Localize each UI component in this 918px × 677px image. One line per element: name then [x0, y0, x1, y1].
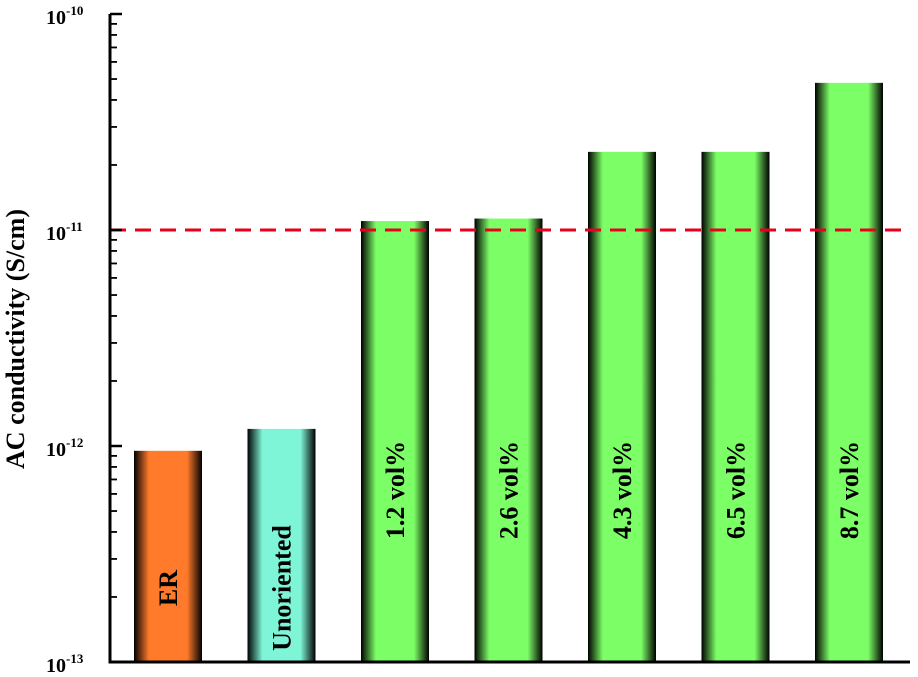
bar [247, 428, 316, 662]
y-tick-label: 10-11 [46, 219, 83, 245]
bar [815, 82, 883, 663]
y-tick-label: 10-10 [46, 3, 83, 29]
bar [474, 218, 543, 663]
bar [588, 151, 656, 662]
y-axis-title: AC conductivity (S/cm) [1, 209, 30, 469]
bar-label: 2.6 vol% [495, 441, 524, 539]
y-tick-label: 10-12 [46, 435, 83, 461]
bar-label: ER [154, 570, 183, 606]
axes-layer: 10-10 10-11 10-12 10-13 [46, 3, 910, 677]
bar-label: Unoriented [268, 525, 297, 651]
bar-label: 1.2 vol% [381, 441, 410, 539]
bar-label: 6.5 vol% [722, 441, 751, 539]
bar-labels-layer: ER Unoriented 1.2 vol% 2.6 vol% 4.3 vol% 6.5 … [154, 441, 864, 651]
bar-label: 4.3 vol% [608, 441, 637, 539]
bar [701, 151, 770, 662]
bar [361, 221, 429, 662]
bars-layer [134, 82, 883, 663]
bar [134, 450, 202, 662]
bar-label: 8.7 vol% [835, 441, 864, 539]
y-tick-label: 10-13 [46, 651, 84, 677]
